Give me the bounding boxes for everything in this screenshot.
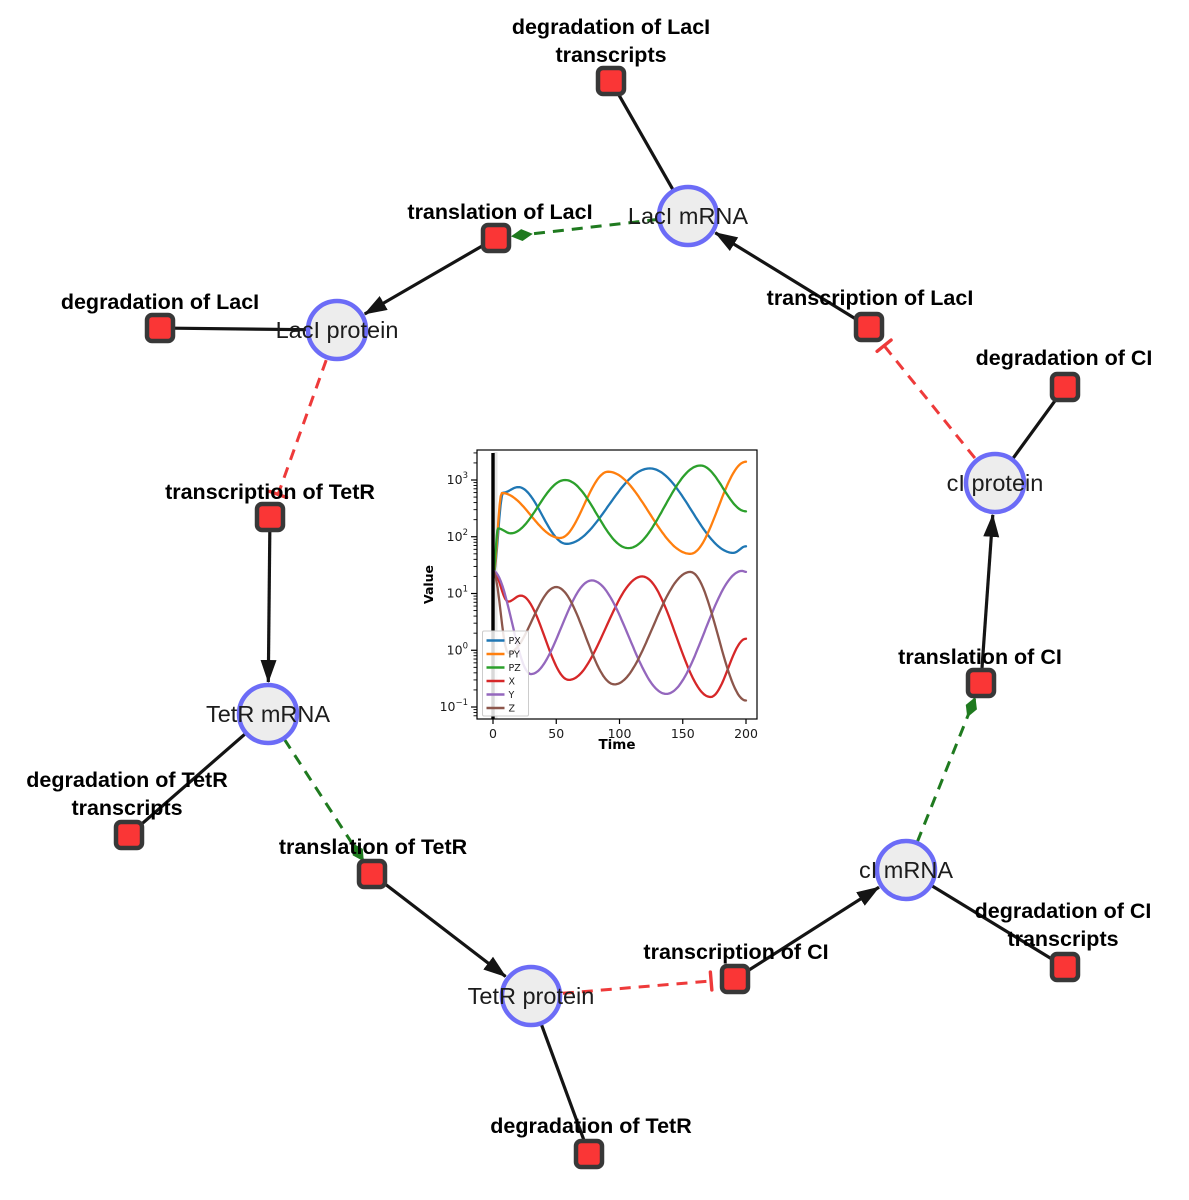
x-tick-label: 100: [608, 726, 632, 741]
reaction-label-deg_ci_tx-line1: degradation of CI: [975, 899, 1152, 923]
species-label-ci_mrna: cI mRNA: [859, 857, 953, 883]
x-tick-label: 0: [489, 726, 497, 741]
edge-arrow-txn_tetr-tetr_mrna: [260, 531, 277, 683]
series-z: [491, 569, 748, 702]
reaction-node-transl_laci: [480, 222, 512, 254]
legend-box: [482, 630, 529, 717]
reaction-label-deg_tetr_tx-line2: transcripts: [71, 796, 182, 820]
legend-label-z: Z: [509, 704, 516, 715]
species-node-ci_protein: [963, 451, 1027, 515]
reaction-label-deg_laci: degradation of LacI: [61, 290, 259, 314]
legend-label-y: Y: [508, 690, 515, 701]
reaction-nodes-layer: [113, 65, 1081, 1170]
series-px: [491, 467, 748, 578]
species-node-tetr_mrna: [236, 682, 300, 746]
y-tick-label: 101: [447, 585, 468, 601]
legend-label-pz: PZ: [509, 663, 522, 674]
reaction-node-deg_tetr_tx: [113, 819, 145, 851]
reaction-label-deg_laci_tx-line1: degradation of LacI: [512, 15, 710, 39]
legend-label-py: PY: [509, 650, 521, 661]
x-tick-label: 50: [548, 726, 564, 741]
reaction-node-deg_laci: [144, 312, 176, 344]
initial-transient-shadow: [493, 452, 498, 719]
species-label-tetr_mrna: TetR mRNA: [206, 701, 330, 727]
labels-layer: degradation of LacI transcripts translatio…: [26, 15, 1152, 1138]
edges-layer: [138, 92, 1059, 1142]
edge-inhibition-tetr_protein-txn_ci: [562, 970, 714, 995]
y-axis-title: Value: [421, 565, 436, 604]
y-tick-label: 102: [447, 528, 468, 544]
species-label-ci_protein: cI protein: [947, 470, 1044, 496]
legend: PX PY PZ XYZ: [482, 630, 529, 717]
reaction-label-deg_tetr: degradation of TetR: [490, 1114, 692, 1138]
legend-label-x: X: [509, 677, 516, 688]
y-tick-label: 10−1: [440, 698, 468, 714]
edge-arrow-transl_ci-ci_protein: [980, 513, 1000, 669]
edge-line-tetr_protein-deg_tetr: [539, 1023, 586, 1142]
edge-modifier-tetr_mrna-transl_tetr: [283, 738, 364, 862]
edge-inhibition-laci_protein-txn_tetr: [267, 359, 328, 500]
reaction-label-txn_tetr: transcription of TetR: [165, 480, 375, 504]
reaction-node-txn_ci: [719, 963, 751, 995]
species-nodes-layer: [236, 184, 1027, 1028]
x-tick-label: 150: [671, 726, 695, 741]
reaction-node-deg_laci_tx: [595, 65, 627, 97]
reaction-node-txn_laci: [853, 311, 885, 343]
reaction-label-txn_laci: transcription of LacI: [767, 286, 974, 310]
reaction-node-txn_tetr: [254, 501, 286, 533]
y-tick-label: 100: [447, 641, 468, 657]
reaction-node-transl_ci: [965, 667, 997, 699]
species-node-laci_protein: [305, 298, 369, 362]
edge-arrow-transl_laci-laci_protein: [363, 244, 484, 316]
edge-arrow-txn_ci-ci_mrna: [746, 885, 880, 973]
species-node-ci_mrna: [874, 838, 938, 902]
reaction-label-transl_ci: translation of CI: [898, 645, 1062, 669]
inset-plot: 0 50 100 150 20010310210110010−1TimeValuePXP…: [421, 449, 758, 753]
reaction-node-transl_tetr: [356, 858, 388, 890]
edge-line-tetr_mrna-deg_tetr_tx: [138, 732, 247, 828]
species-label-laci_protein: LacI protein: [276, 317, 399, 343]
edge-inhibition-ci_protein-txn_laci: [875, 338, 977, 460]
reaction-label-transl_tetr: translation of TetR: [279, 835, 468, 859]
series-layer: [491, 460, 748, 702]
y-tick-label: 103: [447, 471, 468, 487]
reaction-node-deg_ci: [1049, 371, 1081, 403]
series-x: [491, 569, 748, 699]
species-label-tetr_protein: TetR protein: [468, 983, 595, 1009]
edge-arrow-transl_tetr-tetr_protein: [382, 881, 507, 978]
edge-modifier-ci_mrna-transl_ci: [915, 696, 977, 843]
x-axis-title: Time: [598, 737, 635, 753]
legend-label-px: PX: [509, 636, 522, 647]
x-tick-label: 200: [734, 726, 758, 741]
reaction-label-deg_ci_tx-line2: transcripts: [1007, 927, 1118, 951]
reaction-label-deg_laci_tx-line2: transcripts: [555, 43, 666, 67]
edge-modifier-laci_mrna-transl_laci: [510, 217, 659, 242]
species-label-laci_mrna: LacI mRNA: [628, 203, 748, 229]
edge-line-laci_protein-deg_laci: [173, 326, 308, 332]
edge-line-ci_mrna-deg_ci_tx: [930, 884, 1054, 962]
edge-arrow-txn_laci-laci_mrna: [714, 231, 858, 321]
species-node-tetr_protein: [499, 964, 563, 1028]
series-pz: [491, 464, 748, 578]
reaction-label-txn_ci: transcription of CI: [643, 940, 828, 964]
reaction-node-deg_ci_tx: [1049, 951, 1081, 983]
reaction-label-transl_laci: translation of LacI: [407, 200, 592, 224]
reaction-node-deg_tetr: [573, 1138, 605, 1170]
edge-line-laci_mrna-deg_laci_tx: [616, 92, 675, 191]
species-node-laci_mrna: [656, 184, 720, 248]
reaction-label-deg_tetr_tx-line1: degradation of TetR: [26, 768, 228, 792]
edge-line-ci_protein-deg_ci: [1011, 397, 1059, 460]
reaction-label-deg_ci: degradation of CI: [976, 346, 1153, 370]
